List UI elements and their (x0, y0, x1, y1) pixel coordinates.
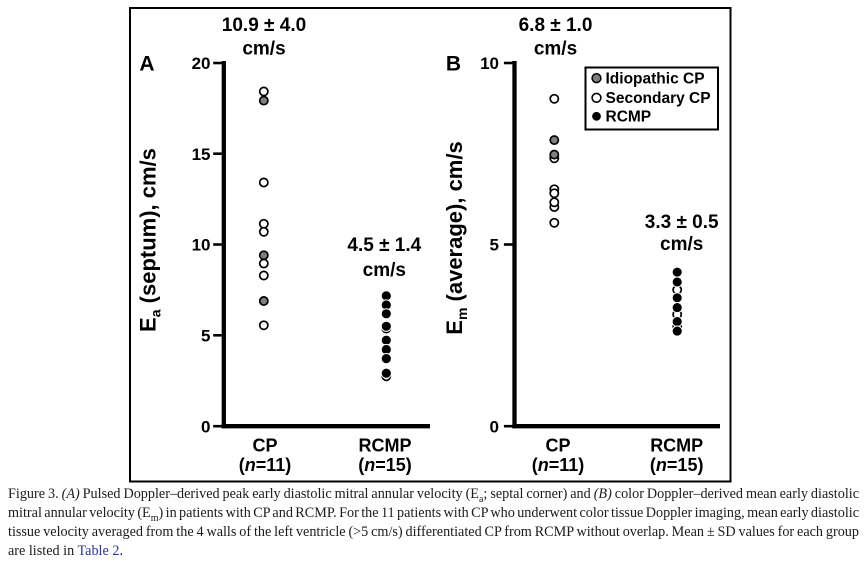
svg-text:CP: CP (252, 436, 277, 456)
svg-text:15: 15 (192, 145, 211, 164)
svg-text:10: 10 (192, 236, 211, 255)
svg-text:10.9 ± 4.0: 10.9 ± 4.0 (222, 15, 306, 36)
svg-text:RCMP: RCMP (606, 109, 652, 126)
svg-text:(n=11): (n=11) (239, 455, 292, 475)
svg-text:Secondary CP: Secondary CP (606, 90, 711, 107)
svg-text:cm/s: cm/s (660, 234, 703, 255)
svg-text:0: 0 (201, 417, 210, 436)
svg-text:0: 0 (490, 417, 499, 436)
svg-text:RCMP: RCMP (359, 436, 412, 456)
svg-text:5: 5 (490, 236, 499, 255)
svg-text:20: 20 (192, 54, 211, 73)
svg-text:CP: CP (545, 436, 570, 456)
svg-text:cm/s: cm/s (242, 39, 285, 60)
svg-text:Idiopathic CP: Idiopathic CP (606, 71, 705, 88)
svg-text:3.3 ± 0.5: 3.3 ± 0.5 (645, 212, 719, 233)
svg-text:5: 5 (201, 327, 210, 346)
svg-text:Em (average), cm/s: Em (average), cm/s (442, 141, 470, 334)
svg-text:cm/s: cm/s (363, 260, 406, 281)
svg-text:10: 10 (480, 54, 499, 73)
svg-text:(n=15): (n=15) (358, 455, 412, 475)
svg-text:6.8 ± 1.0: 6.8 ± 1.0 (519, 15, 593, 36)
svg-text:A: A (139, 53, 154, 76)
svg-text:(n=11): (n=11) (532, 455, 585, 475)
svg-text:Ea (septum), cm/s: Ea (septum), cm/s (136, 148, 164, 332)
svg-text:(n=15): (n=15) (650, 455, 704, 475)
svg-text:RCMP: RCMP (650, 436, 703, 456)
svg-text:B: B (446, 53, 461, 76)
svg-text:4.5 ± 1.4: 4.5 ± 1.4 (347, 235, 421, 256)
svg-text:cm/s: cm/s (534, 39, 577, 60)
